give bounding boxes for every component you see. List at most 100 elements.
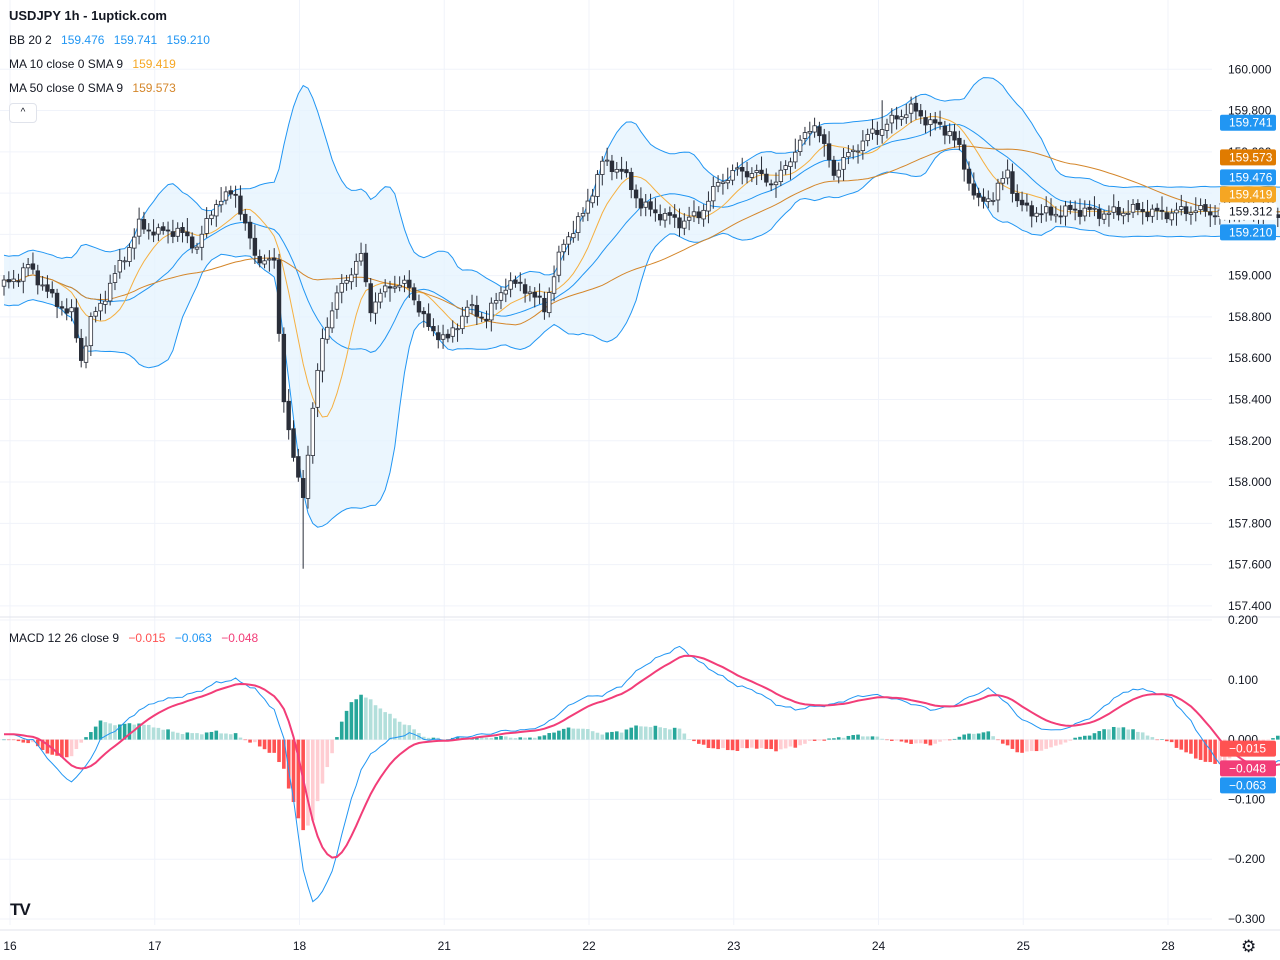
candle-body: [1154, 207, 1160, 211]
macd-histogram-bar: [991, 736, 995, 740]
candle-body: [1053, 213, 1059, 217]
macd-histogram-bar: [1010, 739, 1015, 749]
macd-tick-label: 0.200: [1228, 613, 1258, 627]
chevron-up-icon: ^: [20, 107, 26, 118]
candle-body: [648, 201, 653, 210]
macd-histogram-bar: [976, 733, 981, 740]
candle-body: [590, 195, 595, 204]
candle-body: [436, 332, 441, 341]
macd-histogram-bar: [576, 728, 580, 740]
macd-histogram-bar: [1063, 739, 1068, 743]
macd-histogram-bar: [421, 736, 426, 740]
macd-histogram-bar: [764, 739, 769, 749]
macd-histogram-bar: [1136, 731, 1140, 740]
macd-histogram-bar: [35, 739, 40, 747]
price-tick-label: 160.000: [1228, 62, 1272, 76]
macd-histogram-bar: [677, 728, 682, 740]
candle-body: [1077, 210, 1083, 217]
macd-histogram-bar: [7, 739, 11, 741]
candle-body: [662, 212, 668, 221]
price-badge: 159.476: [1229, 170, 1273, 184]
macd-badge: −0.048: [1229, 761, 1266, 775]
macd-histogram-bar: [402, 724, 407, 740]
candle-body: [1140, 209, 1145, 212]
macd-histogram-bar: [1083, 735, 1087, 740]
macd-histogram-bar: [74, 739, 79, 750]
macd-histogram-bar: [354, 699, 359, 740]
candle-body: [580, 213, 586, 217]
macd-histogram-bar: [16, 739, 21, 742]
macd-legend-hist: −0.015: [128, 631, 166, 645]
ma50-legend[interactable]: MA 50 close 0 SMA 9 159.573: [9, 81, 176, 95]
macd-histogram-bar: [127, 723, 132, 740]
candle-body: [1116, 206, 1121, 216]
macd-histogram-bar: [1107, 729, 1111, 740]
macd-histogram-bar: [972, 733, 976, 740]
macd-histogram-bar: [431, 737, 436, 740]
macd-histogram-bar: [484, 737, 489, 740]
macd-histogram-bar: [89, 732, 93, 740]
macd-histogram-bar: [1203, 739, 1208, 762]
macd-histogram-bar: [1005, 739, 1010, 746]
candle-body: [672, 214, 677, 218]
candle-body: [913, 102, 919, 112]
macd-histogram-bar: [93, 726, 98, 740]
candle-body: [1063, 205, 1068, 217]
price-tick-label: 157.400: [1228, 599, 1272, 613]
macd-histogram-bar: [590, 731, 595, 740]
macd-histogram-bar: [214, 730, 219, 740]
candle-body: [484, 318, 489, 322]
gear-icon[interactable]: ⚙: [1241, 937, 1257, 956]
macd-histogram-bar: [156, 727, 161, 740]
candle-body: [387, 286, 393, 289]
macd-histogram-bar: [325, 739, 330, 768]
macd-histogram-bar: [861, 736, 865, 740]
macd-histogram-bar: [195, 733, 199, 740]
macd-histogram-bar: [368, 699, 373, 740]
macd-legend-macd: −0.063: [174, 631, 212, 645]
candle-body: [40, 284, 45, 287]
macd-histogram-bar: [774, 739, 778, 752]
ma10-legend[interactable]: MA 10 close 0 SMA 9 159.419: [9, 57, 176, 71]
macd-histogram-bar: [378, 708, 383, 740]
macd-histogram-bar: [629, 727, 634, 740]
macd-histogram-bar: [856, 734, 860, 740]
candle-body: [957, 137, 962, 145]
macd-histogram-bar: [1179, 739, 1184, 750]
candle-body: [508, 280, 513, 290]
candle-body: [93, 311, 98, 317]
macd-histogram-bar: [885, 739, 889, 741]
candle-body: [407, 279, 412, 288]
candle-body: [132, 236, 137, 249]
candle-body: [768, 183, 774, 186]
candle-body: [995, 182, 1001, 201]
macd-histogram-bar: [219, 733, 223, 740]
candle-body: [961, 144, 967, 170]
macd-histogram-bar: [996, 739, 1000, 741]
candle-body: [334, 292, 340, 310]
macd-histogram-bar: [1029, 739, 1034, 752]
macd-histogram-bar: [388, 713, 392, 740]
candle-body: [851, 149, 856, 152]
candle-body: [1068, 205, 1073, 210]
macd-legend[interactable]: MACD 12 26 close 9 −0.015 −0.063 −0.048: [9, 631, 258, 645]
macd-histogram-bar: [547, 733, 552, 740]
macd-legend-label: MACD 12 26 close 9: [9, 631, 120, 645]
candle-body: [547, 292, 552, 314]
macd-histogram-bar: [725, 739, 730, 751]
macd-histogram-bar: [151, 727, 156, 740]
bb-legend[interactable]: BB 20 2 159.476 159.741 159.210: [9, 33, 210, 47]
candle-body: [156, 227, 161, 235]
collapse-legend-button[interactable]: ^: [9, 103, 37, 123]
candle-body: [1044, 206, 1049, 214]
candle-body: [122, 260, 127, 263]
candle-body: [822, 134, 827, 144]
candle-body: [354, 260, 359, 275]
macd-histogram-bar: [938, 739, 942, 742]
tradingview-logo-icon[interactable]: TV: [10, 900, 31, 919]
macd-histogram-bar: [344, 710, 349, 740]
macd-histogram-bar: [190, 733, 194, 740]
candle-body: [1164, 212, 1170, 220]
candle-body: [426, 313, 431, 327]
